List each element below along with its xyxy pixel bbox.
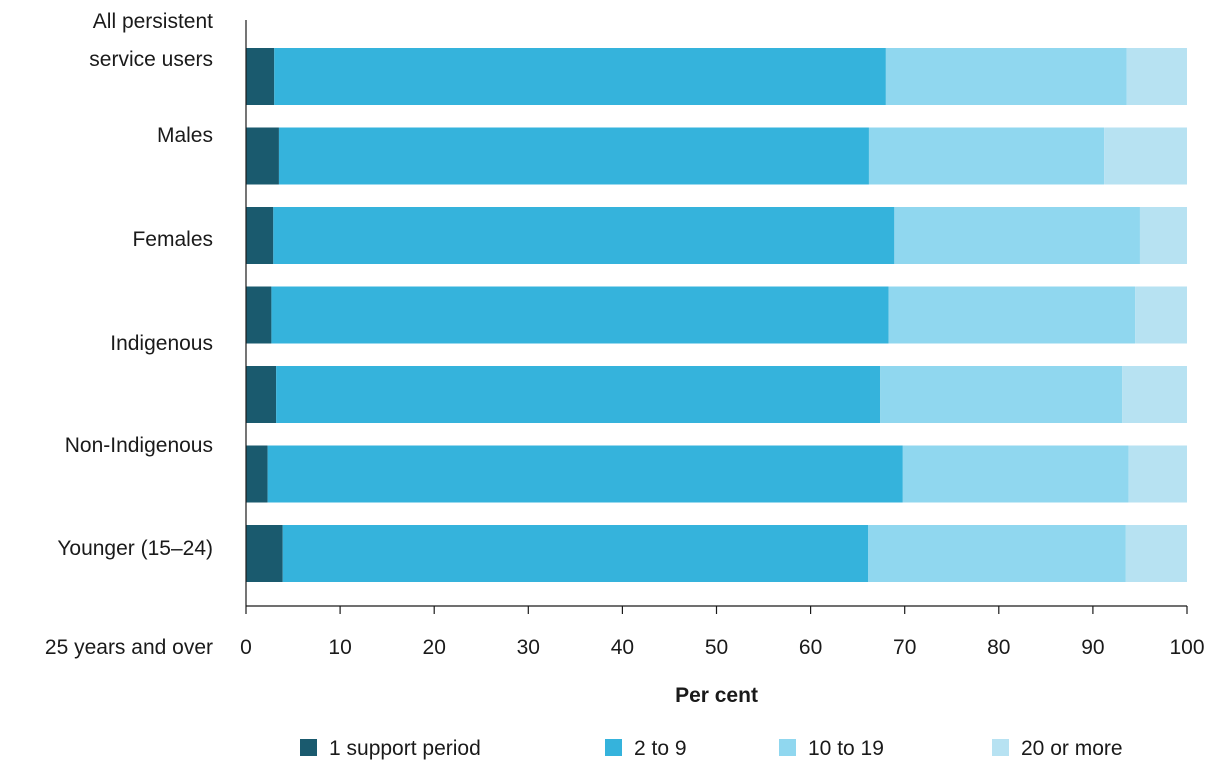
category-label-7: 25 years and over <box>45 636 213 659</box>
x-tick-label-70: 70 <box>893 636 916 659</box>
bar-segment-1-series-2 <box>274 48 886 105</box>
bar-segment-2-series-3 <box>868 127 1105 185</box>
bar-segment-6-series-4 <box>1128 445 1187 503</box>
legend-swatch-4 <box>992 739 1009 756</box>
x-tick-label-100: 100 <box>1169 636 1204 659</box>
bar-segment-5-series-4 <box>1122 366 1187 423</box>
bar-segment-7-series-3 <box>868 525 1126 582</box>
legend-swatch-3 <box>779 739 796 756</box>
bar-segment-6-series-2 <box>267 445 903 503</box>
category-label-5: Non-Indigenous <box>65 434 213 457</box>
bar-segment-5-series-2 <box>276 366 881 423</box>
bar-segment-4-series-2 <box>271 286 889 344</box>
bar-segment-1-series-4 <box>1126 48 1187 105</box>
bar-segment-7-series-2 <box>282 525 869 582</box>
bar-segment-6-series-3 <box>902 445 1129 503</box>
category-label-3: Females <box>132 228 213 251</box>
bar-segment-7-series-1 <box>246 525 283 582</box>
bar-segment-1-series-3 <box>885 48 1127 105</box>
x-tick-label-10: 10 <box>328 636 351 659</box>
x-tick-label-30: 30 <box>517 636 540 659</box>
bar-segment-5-series-3 <box>880 366 1123 423</box>
legend-label-2: 2 to 9 <box>634 737 687 760</box>
category-label-4: Indigenous <box>110 332 213 355</box>
legend-swatch-1 <box>300 739 317 756</box>
bar-segment-3-series-1 <box>246 207 274 264</box>
bar-segment-5-series-1 <box>246 366 277 423</box>
legend-label-3: 10 to 19 <box>808 737 884 760</box>
bar-segment-7-series-4 <box>1125 525 1187 582</box>
x-tick-label-90: 90 <box>1081 636 1104 659</box>
x-axis-label: Per cent <box>675 684 758 707</box>
x-tick-label-50: 50 <box>705 636 728 659</box>
x-tick-label-60: 60 <box>799 636 822 659</box>
x-tick-label-40: 40 <box>611 636 634 659</box>
bar-segment-3-series-4 <box>1139 207 1187 264</box>
legend-label-1: 1 support period <box>329 737 481 760</box>
category-label-1-line-1: All persistent <box>93 10 213 33</box>
bar-segment-4-series-1 <box>246 286 272 344</box>
x-tick-label-80: 80 <box>987 636 1010 659</box>
bar-segment-6-series-1 <box>246 445 268 503</box>
bar-segment-4-series-4 <box>1135 286 1187 344</box>
bar-segment-3-series-2 <box>273 207 895 264</box>
legend-label-4: 20 or more <box>1021 737 1123 760</box>
bar-segment-4-series-3 <box>888 286 1136 344</box>
bar-segment-2-series-1 <box>246 127 279 185</box>
x-tick-label-0: 0 <box>240 636 252 659</box>
category-label-1-line-2: service users <box>89 48 213 71</box>
bar-segment-2-series-4 <box>1104 127 1187 185</box>
category-label-2: Males <box>157 124 213 147</box>
bar-segment-2-series-2 <box>278 127 869 185</box>
bar-segment-1-series-1 <box>246 48 275 105</box>
x-tick-label-20: 20 <box>423 636 446 659</box>
category-label-6: Younger (15–24) <box>57 537 213 560</box>
legend-swatch-2 <box>605 739 622 756</box>
bar-segment-3-series-3 <box>894 207 1140 264</box>
